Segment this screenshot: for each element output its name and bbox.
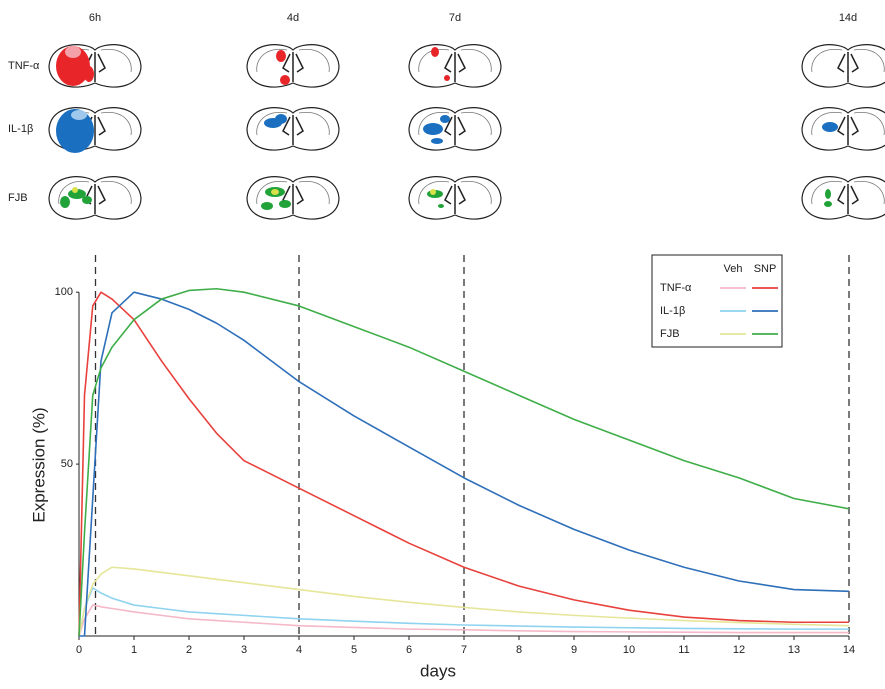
brain-section bbox=[247, 45, 339, 87]
brain-section bbox=[802, 177, 885, 219]
brain-section bbox=[247, 108, 339, 150]
brain-outline bbox=[802, 45, 885, 87]
stain-region bbox=[431, 47, 439, 57]
x-tick-label: 10 bbox=[623, 644, 635, 656]
y-axis-label: Expression (%) bbox=[29, 407, 48, 522]
x-tick-label: 0 bbox=[76, 644, 82, 656]
brain-section bbox=[49, 108, 141, 153]
time-label: 14d bbox=[839, 12, 857, 24]
legend-column-header: Veh bbox=[724, 263, 743, 275]
y-tick-label: 100 bbox=[55, 286, 73, 298]
x-tick-label: 8 bbox=[516, 644, 522, 656]
stain-region bbox=[431, 138, 443, 144]
brain-section bbox=[49, 45, 141, 87]
brain-section bbox=[802, 45, 885, 87]
legend-label: FJB bbox=[660, 328, 680, 340]
stain-region bbox=[261, 202, 273, 210]
x-tick-label: 11 bbox=[678, 644, 689, 656]
stain-region bbox=[276, 50, 286, 62]
x-tick-label: 4 bbox=[296, 644, 302, 656]
stain-region bbox=[84, 66, 94, 82]
stain-region bbox=[279, 200, 291, 208]
stain-region bbox=[65, 46, 81, 58]
stain-region bbox=[423, 123, 443, 135]
stain-region bbox=[275, 114, 287, 124]
brain-outline bbox=[802, 177, 885, 219]
stain-region bbox=[440, 115, 450, 123]
row-label: IL-1β bbox=[8, 123, 33, 135]
legend-label: TNF-α bbox=[660, 282, 692, 294]
row-label: TNF-α bbox=[8, 60, 40, 72]
row-label: FJB bbox=[8, 192, 28, 204]
brain-outline bbox=[802, 108, 885, 150]
x-tick-label: 2 bbox=[186, 644, 192, 656]
stain-region bbox=[444, 75, 450, 81]
figure: days Expression (%) 6h 4d 7d 14d TNF-α IL-1β F… bbox=[0, 0, 885, 684]
time-label: 7d bbox=[449, 12, 461, 24]
x-tick-label: 1 bbox=[131, 644, 137, 656]
stain-region bbox=[60, 196, 70, 208]
x-tick-label: 3 bbox=[241, 644, 247, 656]
x-tick-label: 7 bbox=[461, 644, 467, 656]
x-tick-label: 14 bbox=[843, 644, 855, 656]
y-tick-label: 50 bbox=[61, 458, 73, 470]
x-tick-label: 13 bbox=[788, 644, 800, 656]
x-tick-label: 5 bbox=[351, 644, 357, 656]
x-axis-label: days bbox=[420, 661, 456, 680]
brain-section bbox=[409, 108, 501, 150]
x-tick-label: 9 bbox=[571, 644, 577, 656]
stain-region bbox=[71, 110, 87, 120]
stain-region bbox=[430, 189, 436, 195]
brain-section bbox=[409, 177, 501, 219]
x-tick-label: 6 bbox=[406, 644, 412, 656]
stain-region bbox=[82, 196, 92, 204]
brain-section bbox=[247, 177, 339, 219]
stain-region bbox=[822, 122, 838, 132]
stain-region bbox=[825, 189, 831, 199]
stain-region bbox=[72, 187, 78, 193]
brain-section bbox=[802, 108, 885, 150]
stain-region bbox=[824, 201, 832, 207]
stain-region bbox=[438, 204, 444, 208]
time-label: 4d bbox=[287, 12, 299, 24]
brain-section bbox=[409, 45, 501, 87]
stain-region bbox=[271, 189, 279, 195]
x-tick-label: 12 bbox=[733, 644, 745, 656]
time-label: 6h bbox=[89, 12, 101, 24]
brain-section bbox=[49, 177, 141, 219]
stain-region bbox=[280, 75, 290, 85]
legend-label: IL-1β bbox=[660, 305, 685, 317]
legend-column-header: SNP bbox=[754, 263, 777, 275]
